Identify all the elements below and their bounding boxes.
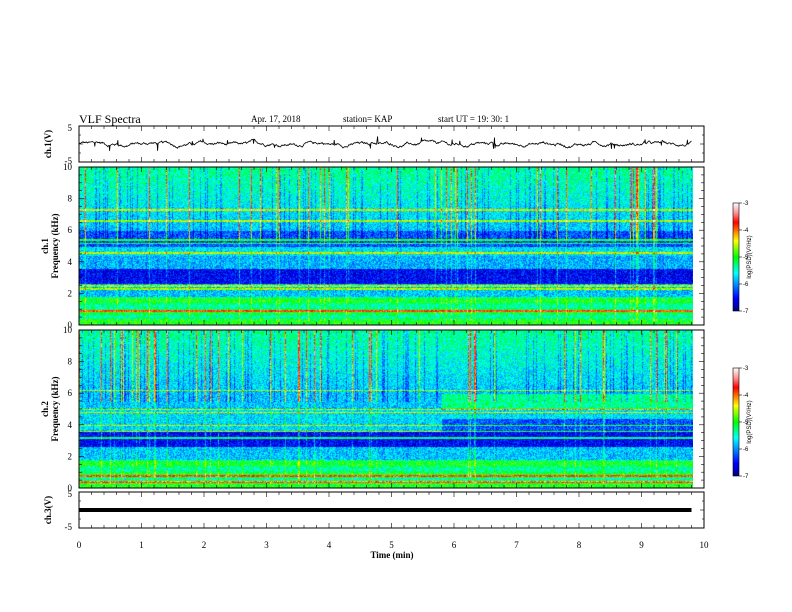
ch1-spectrogram-ylabel-frequency: Frequency (kHz): [50, 213, 60, 278]
colorbar-tick-label: -6: [743, 282, 749, 288]
y-tick-label: 6: [68, 225, 73, 235]
x-tick-label: 9: [639, 540, 644, 550]
x-tick-label: 1: [139, 540, 144, 550]
y-tick-label: 8: [68, 357, 73, 367]
colorbar-tick-label: -3: [743, 201, 749, 207]
x-tick-label: 2: [202, 540, 207, 550]
ch1-colorbar-label: log(PSD)(V²/Hz): [747, 235, 753, 278]
colorbar-tick-label: -7: [743, 309, 749, 315]
y-tick-label: 8: [68, 194, 73, 204]
x-axis-label: Time (min): [370, 550, 413, 560]
y-tick-label: 10: [63, 325, 73, 335]
y-tick-label: 0: [68, 320, 73, 330]
ch1-waveform-panel: 5 -5 ch.1(V): [43, 123, 705, 166]
y-tick-label: 4: [68, 420, 73, 430]
ch1-spectrogram-image: [79, 167, 693, 325]
ch2-colorbar-label: log(PSD)(V²/Hz): [747, 400, 753, 443]
ch3-waveform-ylabel: ch.3(V): [43, 496, 53, 524]
ch2-spectrogram-panel: 0 2 4 6 8 10 ch.2 Frequency (kHz): [40, 325, 705, 493]
x-tick-label: 5: [389, 540, 394, 550]
figure-title: VLF Spectra: [79, 112, 141, 126]
x-tick-label: 8: [577, 540, 582, 550]
start-time-label: start UT = 19: 30: 1: [438, 114, 509, 124]
colorbar-tick-label: -5: [743, 255, 749, 261]
x-tick-label: 6: [452, 540, 457, 550]
y-tick-label: 6: [68, 388, 73, 398]
y-tick-label: 2: [68, 451, 73, 461]
ch3-waveform-panel: 5 -5 ch.3(V): [43, 489, 705, 532]
x-tick-label: 4: [327, 540, 332, 550]
ch2-spectrogram-image: [79, 330, 693, 488]
ch2-colorbar: -3 -4 -5 -6 -7 log(PSD)(V²/Hz): [732, 366, 753, 480]
ch1-spectrogram-panel: 0 2 4 6 8 10 ch.1 Frequency (kHz): [40, 162, 705, 330]
station-label: station= KAP: [343, 114, 392, 124]
x-tick-label: 3: [264, 540, 269, 550]
colorbar-tick-label: -4: [743, 393, 749, 399]
y-tick-label: 2: [68, 288, 73, 298]
y-tick-label: 4: [68, 257, 73, 267]
y-tick-label: -5: [65, 522, 73, 532]
y-tick-label: 5: [68, 489, 73, 499]
x-tick-label: 7: [514, 540, 519, 550]
colorbar-tick-label: -4: [743, 228, 749, 234]
ch1-waveform-ylabel: ch.1(V): [43, 130, 53, 158]
colorbar-tick-label: -5: [743, 420, 749, 426]
y-tick-label: 5: [68, 123, 73, 133]
colorbar-tick-label: -7: [743, 474, 749, 480]
y-tick-label: 10: [63, 162, 73, 172]
y-tick-label: -5: [65, 156, 73, 166]
y-tick-label: 0: [68, 483, 73, 493]
x-tick-label: 10: [700, 540, 710, 550]
ch2-spectrogram-ylabel-channel: ch.2: [40, 401, 50, 417]
ch1-colorbar: -3 -4 -5 -6 -7 log(PSD)(V²/Hz): [732, 201, 753, 315]
x-tick-label: 0: [77, 540, 82, 550]
colorbar-tick-label: -3: [743, 366, 749, 372]
ch1-waveform-trace: [78, 136, 692, 151]
date-label: Apr. 17, 2018: [251, 114, 301, 124]
ch1-spectrogram-ylabel-channel: ch.1: [40, 238, 50, 254]
colorbar-tick-label: -6: [743, 447, 749, 453]
ch2-spectrogram-ylabel-frequency: Frequency (kHz): [50, 376, 60, 441]
